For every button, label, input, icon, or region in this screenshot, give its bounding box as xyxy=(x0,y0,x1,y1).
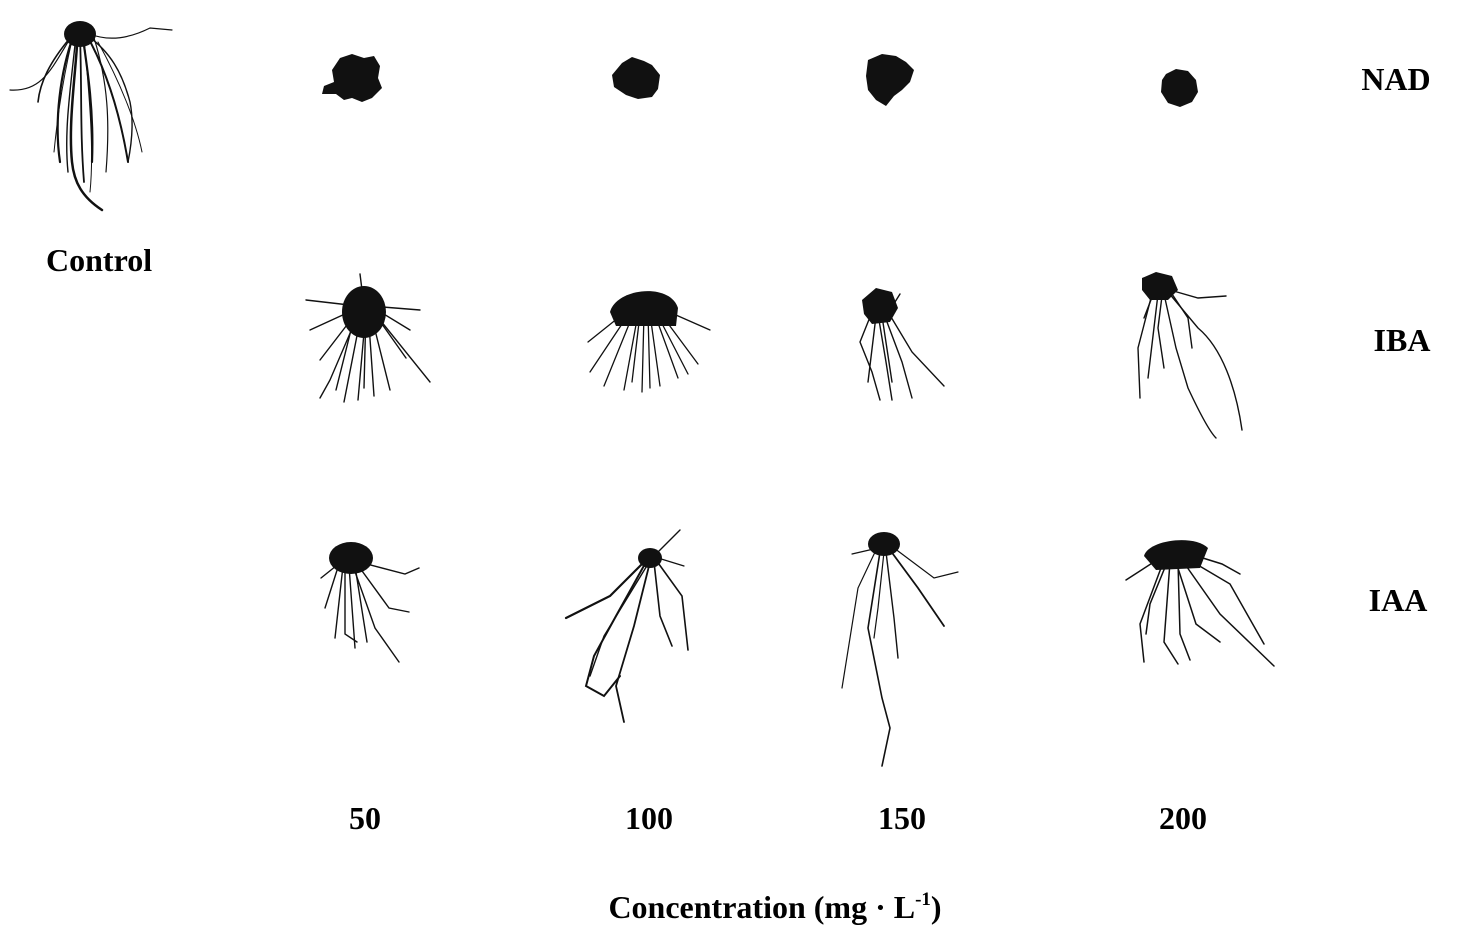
nad-50-root-image xyxy=(322,54,382,102)
axis-title-prefix: Concentration (mg · L xyxy=(608,889,916,925)
iba-150-root-image xyxy=(859,288,945,401)
iaa-100-root-image xyxy=(564,529,689,723)
iaa-150-root-image xyxy=(841,532,959,767)
row-label-iba: IBA xyxy=(1373,322,1431,358)
concentration-label-200: 200 xyxy=(1159,800,1207,836)
nad-150-root-image xyxy=(866,54,914,106)
concentration-label-50: 50 xyxy=(349,800,381,836)
x-axis-title: Concentration (mg · L-1) xyxy=(0,889,1457,926)
axis-title-suffix: ) xyxy=(930,889,942,925)
iba-100-root-image xyxy=(587,291,711,393)
axis-title-superscript: -1 xyxy=(915,889,931,910)
iaa-50-root-image xyxy=(320,542,420,663)
concentration-label-100: 100 xyxy=(625,800,673,836)
iba-50-root-image xyxy=(305,273,431,403)
row-label-iaa: IAA xyxy=(1368,582,1428,618)
iba-200-root-image xyxy=(1137,272,1243,439)
control-label: Control xyxy=(46,242,153,278)
row-label-nad: NAD xyxy=(1361,61,1431,97)
nad-200-root-image xyxy=(1161,69,1198,107)
concentration-label-150: 150 xyxy=(878,800,926,836)
nad-100-root-image xyxy=(612,57,660,99)
iaa-200-root-image xyxy=(1125,540,1275,667)
control-root-image xyxy=(9,21,173,212)
